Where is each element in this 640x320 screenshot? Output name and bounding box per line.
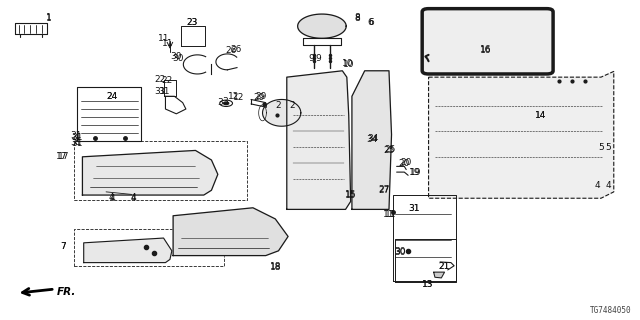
Text: 10: 10 bbox=[343, 60, 355, 69]
Text: 26: 26 bbox=[225, 45, 236, 55]
Text: 15: 15 bbox=[345, 190, 356, 200]
Polygon shape bbox=[84, 238, 172, 263]
Polygon shape bbox=[287, 71, 351, 209]
Text: 24: 24 bbox=[107, 92, 118, 101]
Text: 29: 29 bbox=[255, 92, 267, 101]
Polygon shape bbox=[352, 71, 392, 209]
Text: 4: 4 bbox=[109, 194, 115, 203]
Text: 7: 7 bbox=[60, 242, 66, 251]
Text: 1: 1 bbox=[45, 13, 51, 22]
Text: 31: 31 bbox=[158, 87, 170, 96]
Text: 12: 12 bbox=[228, 92, 239, 101]
Text: 4: 4 bbox=[595, 181, 600, 190]
Text: 30: 30 bbox=[172, 53, 184, 62]
Text: 30: 30 bbox=[171, 52, 182, 61]
Text: 21: 21 bbox=[439, 262, 450, 271]
Text: 30: 30 bbox=[394, 248, 406, 257]
Text: 19: 19 bbox=[410, 168, 422, 177]
Text: 24: 24 bbox=[107, 92, 118, 101]
Text: 11: 11 bbox=[383, 210, 395, 219]
Text: 34: 34 bbox=[367, 135, 378, 144]
Text: 14: 14 bbox=[534, 111, 546, 120]
Text: 4: 4 bbox=[131, 194, 136, 203]
Text: 23: 23 bbox=[187, 18, 198, 27]
Text: 17: 17 bbox=[56, 152, 68, 161]
Text: 31: 31 bbox=[70, 138, 82, 147]
Text: 4: 4 bbox=[131, 193, 136, 202]
Text: 4: 4 bbox=[606, 181, 611, 190]
Text: 29: 29 bbox=[253, 93, 265, 102]
Text: 11: 11 bbox=[163, 39, 174, 48]
Text: 25: 25 bbox=[383, 146, 395, 155]
Text: 8: 8 bbox=[354, 13, 360, 22]
Text: 8: 8 bbox=[354, 14, 360, 23]
Text: 5: 5 bbox=[606, 143, 612, 152]
Text: 26: 26 bbox=[230, 44, 241, 54]
Text: 15: 15 bbox=[345, 190, 356, 199]
Text: 30: 30 bbox=[395, 247, 406, 256]
Polygon shape bbox=[83, 150, 218, 195]
Polygon shape bbox=[429, 71, 614, 198]
Text: 27: 27 bbox=[378, 186, 390, 195]
Text: 4: 4 bbox=[108, 193, 114, 202]
Polygon shape bbox=[262, 100, 301, 126]
Text: 27: 27 bbox=[378, 185, 390, 194]
Text: 16: 16 bbox=[480, 44, 492, 54]
Text: 22: 22 bbox=[161, 76, 172, 85]
Text: 31: 31 bbox=[72, 132, 83, 141]
Polygon shape bbox=[173, 208, 288, 256]
Text: 31: 31 bbox=[409, 204, 420, 213]
Text: 14: 14 bbox=[534, 111, 546, 120]
Text: 31: 31 bbox=[408, 204, 420, 213]
Text: FR.: FR. bbox=[57, 287, 76, 297]
Text: 23: 23 bbox=[187, 19, 198, 28]
Text: 34: 34 bbox=[367, 134, 379, 143]
Text: 18: 18 bbox=[269, 263, 281, 272]
Text: 31: 31 bbox=[70, 131, 82, 140]
Text: 25: 25 bbox=[385, 145, 396, 154]
Text: 5: 5 bbox=[598, 143, 604, 152]
Text: 17: 17 bbox=[58, 152, 69, 161]
Text: 2: 2 bbox=[276, 101, 282, 110]
Text: 18: 18 bbox=[269, 262, 281, 271]
Text: 13: 13 bbox=[422, 280, 433, 289]
Text: 31: 31 bbox=[155, 87, 166, 96]
Text: 20: 20 bbox=[400, 158, 412, 167]
Text: 13: 13 bbox=[422, 280, 433, 289]
Text: 6: 6 bbox=[368, 19, 374, 28]
Text: 3: 3 bbox=[223, 97, 228, 106]
Text: 11: 11 bbox=[385, 210, 396, 219]
Text: 31: 31 bbox=[72, 139, 83, 148]
Text: TG7484050: TG7484050 bbox=[590, 307, 632, 316]
Text: 7: 7 bbox=[60, 242, 66, 251]
Polygon shape bbox=[434, 272, 445, 278]
Text: 21: 21 bbox=[439, 262, 450, 271]
Text: 10: 10 bbox=[342, 59, 353, 68]
Text: 1: 1 bbox=[45, 14, 51, 23]
Text: 3: 3 bbox=[218, 98, 223, 107]
Text: 9: 9 bbox=[309, 53, 315, 62]
Text: 20: 20 bbox=[399, 159, 410, 168]
FancyBboxPatch shape bbox=[422, 9, 553, 74]
Text: 11: 11 bbox=[158, 35, 170, 44]
Text: 9: 9 bbox=[316, 53, 321, 62]
Circle shape bbox=[223, 102, 228, 105]
Polygon shape bbox=[298, 14, 346, 38]
Text: 16: 16 bbox=[480, 45, 492, 55]
Text: 12: 12 bbox=[232, 93, 244, 102]
Text: 22: 22 bbox=[155, 75, 166, 84]
Text: 19: 19 bbox=[409, 168, 420, 177]
Text: 2: 2 bbox=[290, 101, 295, 110]
Text: 6: 6 bbox=[367, 18, 372, 27]
